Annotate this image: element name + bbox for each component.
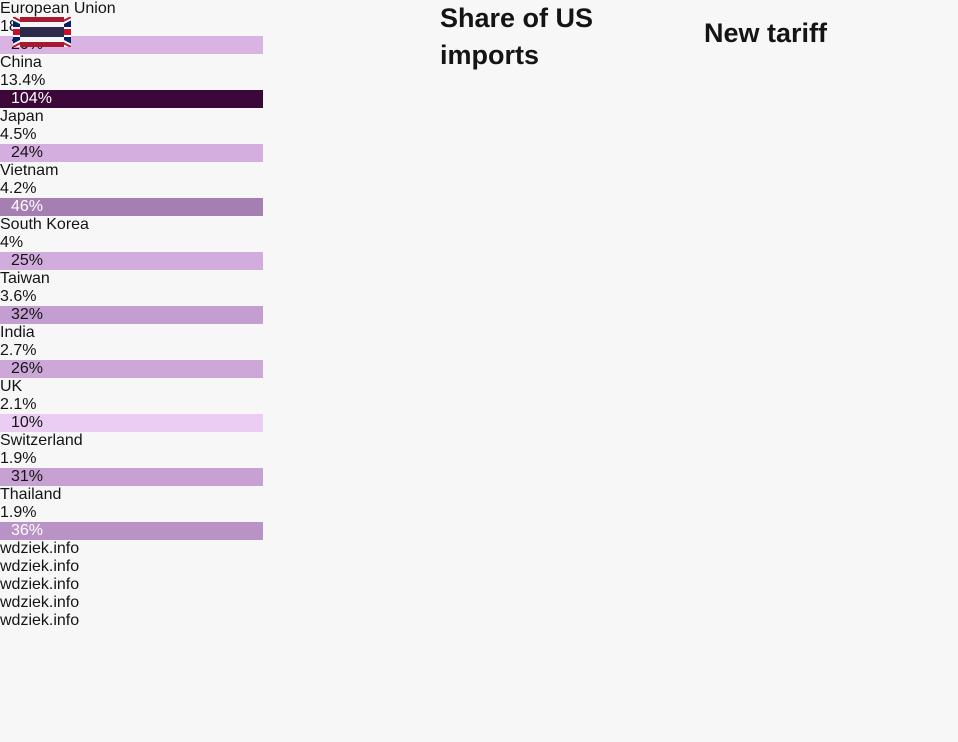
country-name: Switzerland bbox=[0, 432, 83, 449]
share-header: Share of US imports bbox=[440, 3, 594, 70]
country-name: European Union bbox=[0, 0, 116, 17]
table-row: Switzerland 1.9% 31% bbox=[0, 17, 958, 486]
tariff-cell: 32% bbox=[0, 306, 263, 324]
import-share: 4.5% bbox=[0, 126, 37, 143]
tariff-cell: 104% bbox=[0, 90, 263, 108]
import-share: 4.2% bbox=[0, 180, 37, 197]
table-row: Thailand 1.9% 36% bbox=[0, 17, 958, 540]
table-row: Taiwan 3.6% 32% bbox=[0, 17, 958, 324]
table-row: India 2.7% 26% bbox=[0, 17, 958, 378]
import-share: 2.1% bbox=[0, 396, 37, 413]
country-name: China bbox=[0, 54, 42, 71]
watermark: wdziek.info bbox=[0, 576, 80, 593]
tariff-cell: 25% bbox=[0, 252, 263, 270]
import-share: 1.9% bbox=[0, 450, 37, 467]
import-share: 3.6% bbox=[0, 288, 37, 305]
country-name: UK bbox=[0, 378, 23, 395]
country-name: Japan bbox=[0, 108, 44, 125]
country-name: India bbox=[0, 324, 35, 341]
tariff-header: New tariff bbox=[704, 18, 828, 48]
country-name: Vietnam bbox=[0, 162, 59, 179]
table: European Union18.5%20%China13.4%104%Japa… bbox=[0, 0, 958, 540]
table-row: UK 2.1% 10% bbox=[0, 17, 958, 432]
watermark: wdziek.info bbox=[0, 558, 80, 575]
tariff-cell: 24% bbox=[0, 144, 263, 162]
tariff-cell: 31% bbox=[0, 468, 263, 486]
watermark: wdziek.info bbox=[0, 594, 80, 611]
country-name: Thailand bbox=[0, 486, 62, 503]
import-share: 13.4% bbox=[0, 72, 46, 89]
import-share: 4% bbox=[0, 234, 24, 251]
table-row: South Korea 4% 25% bbox=[0, 17, 958, 270]
tariff-cell: 46% bbox=[0, 198, 263, 216]
tariff-cell: 36% bbox=[0, 522, 263, 540]
tariff-cell: 26% bbox=[0, 360, 263, 378]
import-share: 1.9% bbox=[0, 504, 37, 521]
country-name: South Korea bbox=[0, 216, 89, 233]
flag-icon bbox=[20, 17, 64, 47]
watermark: wdziek.info bbox=[0, 612, 80, 629]
country-name: Taiwan bbox=[0, 270, 50, 287]
table-row: Vietnam 4.2% 46% bbox=[0, 17, 958, 216]
table-row: Japan 4.5% 24% bbox=[0, 17, 958, 162]
watermark: wdziek.info bbox=[0, 540, 80, 557]
import-share: 2.7% bbox=[0, 342, 37, 359]
tariff-cell: 10% bbox=[0, 414, 263, 432]
